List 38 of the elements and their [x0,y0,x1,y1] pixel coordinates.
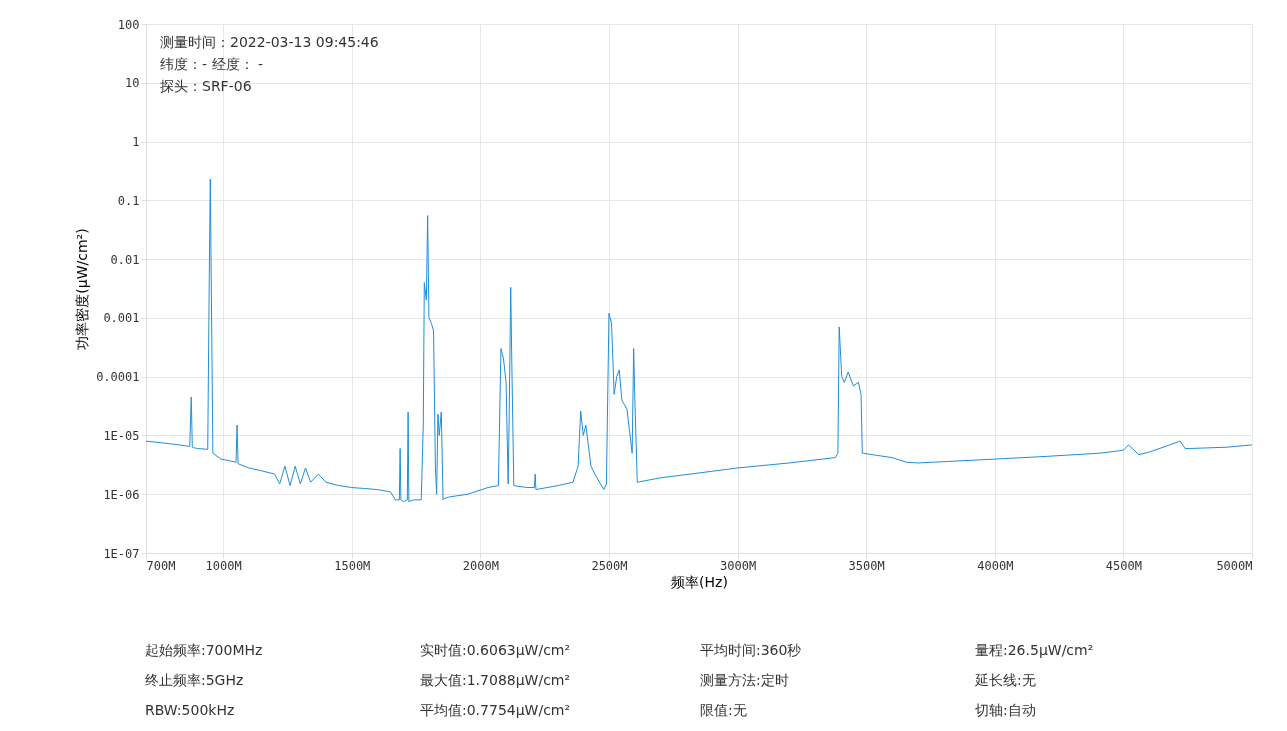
x-tick-label: 700M [146,558,176,573]
y-axis-title: 功率密度(μW/cm²) [74,228,91,350]
text: 测量方法:定时 [700,672,789,690]
x-tick-label: 3500M [848,558,885,573]
text: 限值:无 [700,702,747,720]
line-series [146,178,1252,503]
text: 实时值:0.6063μW/cm² [420,642,571,660]
y-tick-label: 100 [117,17,140,32]
y-tick-label: 1E-06 [103,487,140,502]
text: 终止频率:5GHz [145,672,244,690]
x-tick-label: 2500M [591,558,628,573]
text: RBW:500kHz [145,702,235,718]
y-tick-label: 1E-07 [103,546,140,561]
annotation: 测量时间：2022-03-13 09:45:46 [160,34,379,52]
x-tick-label: 1000M [205,558,242,573]
text: 起始频率:700MHz [145,642,263,660]
y-tick-label: 10 [125,76,140,91]
text: 量程:26.5μW/cm² [975,642,1094,660]
x-tick-label: 4000M [977,558,1014,573]
text: 平均时间:360秒 [700,642,802,660]
x-tick-label: 4500M [1105,558,1142,573]
y-tick-label: 0.1 [117,193,140,208]
y-tick-label: 0.001 [103,311,140,326]
y-tick-label: 1E-05 [103,428,140,443]
x-tick-label: 2000M [462,558,499,573]
x-tick-label: 5000M [1216,558,1253,573]
text: 最大值:1.7088μW/cm² [420,672,571,690]
x-axis-title: 频率(Hz) [671,573,728,590]
y-tick-label: 0.0001 [96,370,140,385]
x-tick-label: 3000M [720,558,757,573]
text: 平均值:0.7754μW/cm² [420,702,571,720]
x-tick-label: 1500M [334,558,371,573]
text: 切轴:自动 [975,702,1036,720]
annotation: 探头：SRF-06 [160,78,252,96]
text: 延长线:无 [975,672,1036,690]
annotation: 纬度：- 经度： - [160,56,264,74]
y-tick-label: 0.01 [110,252,140,267]
y-tick-label: 1 [132,135,140,150]
